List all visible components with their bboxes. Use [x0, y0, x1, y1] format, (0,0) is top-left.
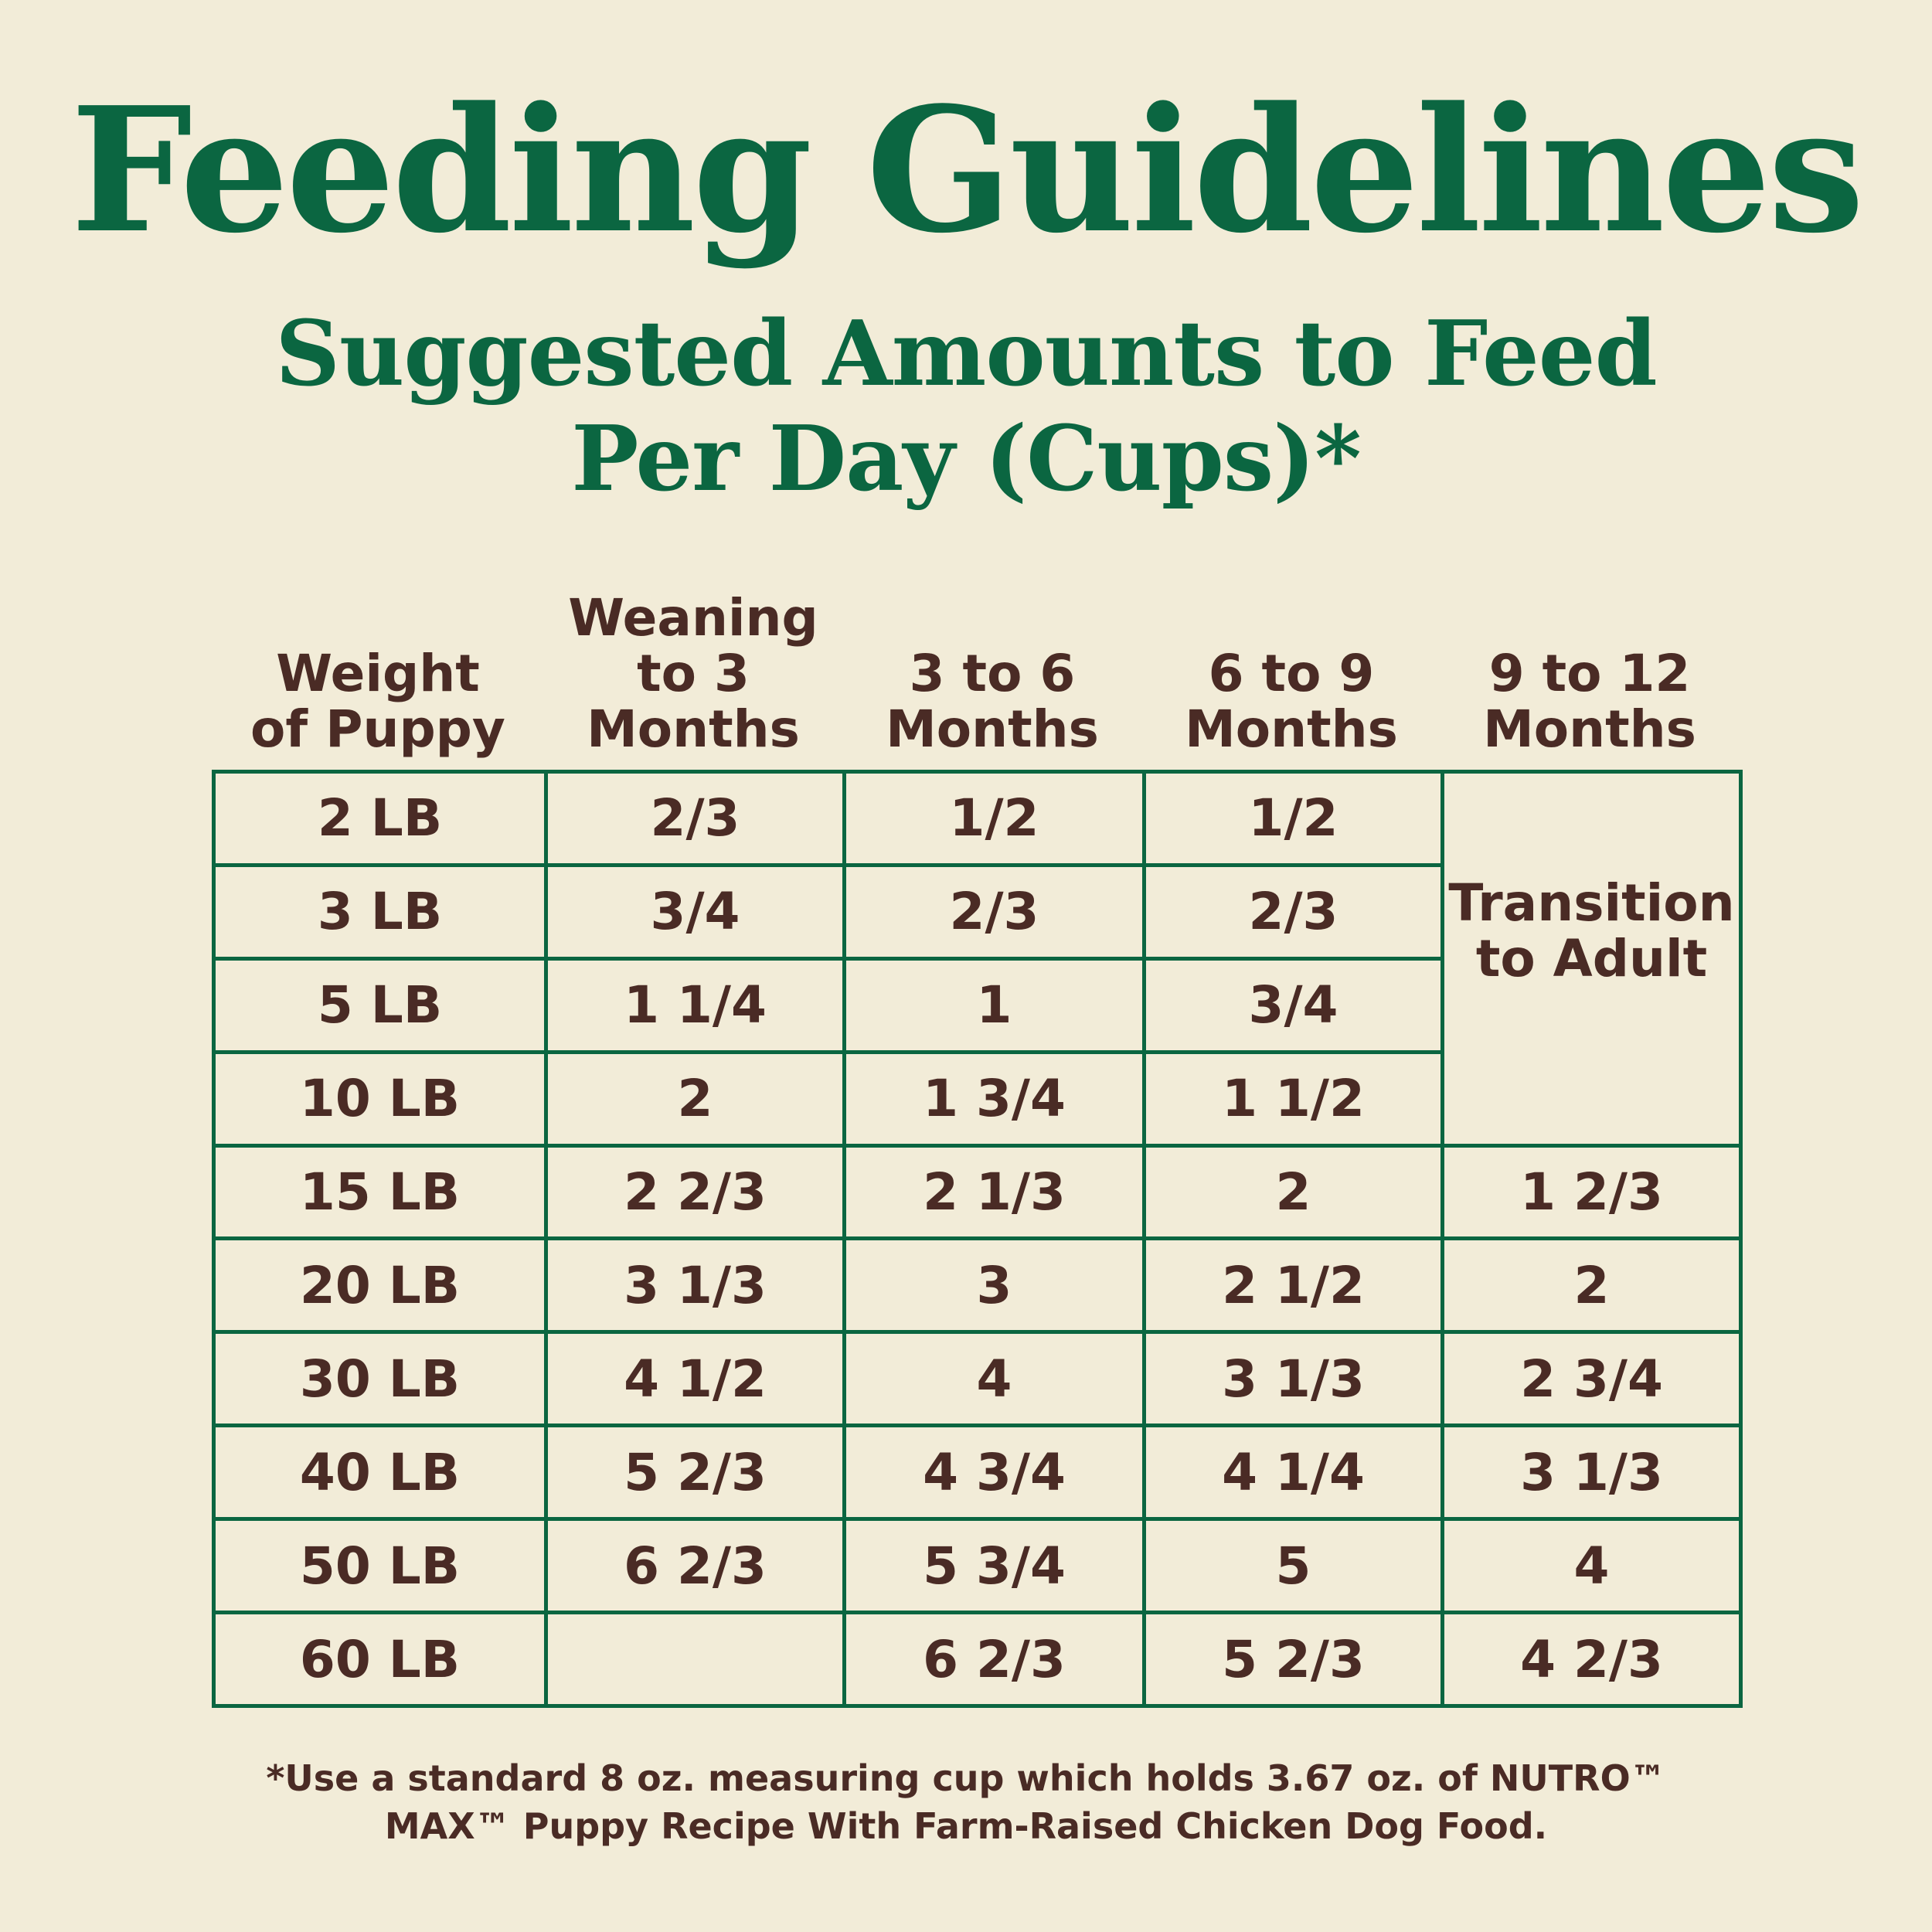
weight-cell: 2 LB [212, 770, 548, 867]
table-row: 30 LB 4 1/2 4 3 1/3 2 3/4 [212, 1330, 1743, 1428]
6-to-9-cell: 3 1/3 [1142, 1330, 1444, 1428]
weaning-cell: 2 [544, 1049, 846, 1148]
3-to-6-cell: 1 3/4 [842, 1049, 1146, 1148]
3-to-6-cell: 1/2 [842, 770, 1146, 867]
weight-cell: 5 LB [212, 956, 548, 1054]
3-to-6-cell: 5 3/4 [842, 1517, 1146, 1615]
weaning-cell: 4 1/2 [544, 1330, 846, 1428]
subtitle-line-2: Per Day (Cups)* [571, 406, 1361, 512]
weaning-cell: 5 2/3 [544, 1423, 846, 1522]
page-subtitle: Suggested Amounts to Feed Per Day (Cups)… [0, 301, 1932, 512]
6-to-9-cell: 1 1/2 [1142, 1049, 1444, 1148]
weight-cell: 20 LB [212, 1236, 548, 1335]
weaning-cell: 3 1/3 [544, 1236, 846, 1335]
footnote: *Use a standard 8 oz. measuring cup whic… [0, 1754, 1932, 1850]
table-row: 2 LB 2/3 1/2 1/2 Transition to Adult [212, 770, 1743, 1148]
9-to-12-cell: 4 [1440, 1517, 1743, 1615]
weaning-cell: 2 2/3 [544, 1143, 846, 1241]
9-to-12-cell: 2 [1440, 1236, 1743, 1335]
header-9-to-12-months: 9 to 12 Months [1483, 644, 1696, 759]
6-to-9-cell: 2 [1142, 1143, 1444, 1241]
weight-cell: 40 LB [212, 1423, 548, 1522]
3-to-6-cell: 4 [842, 1330, 1146, 1428]
weight-cell: 10 LB [212, 1049, 548, 1148]
weight-cell: 3 LB [212, 862, 548, 961]
3-to-6-cell: 2/3 [842, 862, 1146, 961]
table-row: 50 LB 6 2/3 5 3/4 5 4 [212, 1517, 1743, 1615]
9-to-12-cell: 3 1/3 [1440, 1423, 1743, 1522]
feeding-table: 2 LB 2/3 1/2 1/2 Transition to Adult 3 L… [212, 770, 1743, 1708]
transition-to-adult-cell: Transition to Adult [1440, 770, 1743, 1148]
6-to-9-cell: 5 [1142, 1517, 1444, 1615]
table-row: 10 LB 2 1 3/4 1 1/2 [212, 1049, 1741, 1148]
table-row: 20 LB 3 1/3 3 2 1/2 2 [212, 1236, 1743, 1335]
9-to-12-cell: 2 3/4 [1440, 1330, 1743, 1428]
header-weight: Weight of Puppy [250, 644, 505, 759]
footnote-line-1: *Use a standard 8 oz. measuring cup whic… [266, 1757, 1666, 1799]
table-row: 40 LB 5 2/3 4 3/4 4 1/4 3 1/3 [212, 1423, 1743, 1522]
3-to-6-cell: 1 [842, 956, 1146, 1054]
3-to-6-cell: 4 3/4 [842, 1423, 1146, 1522]
6-to-9-cell: 1/2 [1142, 770, 1444, 867]
weight-cell: 60 LB [212, 1611, 548, 1708]
9-to-12-cell: 1 2/3 [1440, 1143, 1743, 1241]
page-title: Feeding Guidelines [70, 70, 1865, 271]
weaning-cell [544, 1611, 846, 1708]
header-6-to-9-months: 6 to 9 Months [1185, 644, 1398, 759]
6-to-9-cell: 4 1/4 [1142, 1423, 1444, 1522]
table-row: 60 LB 6 2/3 5 2/3 4 2/3 [212, 1611, 1743, 1708]
header-weaning-to-3-months: Weaning to 3 Months [568, 588, 818, 759]
6-to-9-cell: 2/3 [1142, 862, 1444, 961]
weaning-cell: 3/4 [544, 862, 846, 961]
weight-cell: 15 LB [212, 1143, 548, 1241]
3-to-6-cell: 3 [842, 1236, 1146, 1335]
table-row: 5 LB 1 1/4 1 3/4 [212, 956, 1741, 1054]
6-to-9-cell: 3/4 [1142, 956, 1444, 1054]
column-headers: Weight of Puppy Weaning to 3 Months 3 to… [212, 580, 1739, 765]
weight-cell: 50 LB [212, 1517, 548, 1615]
6-to-9-cell: 2 1/2 [1142, 1236, 1444, 1335]
subtitle-line-1: Suggested Amounts to Feed [275, 301, 1657, 406]
header-3-to-6-months: 3 to 6 Months [886, 644, 1099, 759]
3-to-6-cell: 6 2/3 [842, 1611, 1146, 1708]
weaning-cell: 6 2/3 [544, 1517, 846, 1615]
weaning-cell: 2/3 [544, 770, 846, 867]
table-row: 15 LB 2 2/3 2 1/3 2 1 2/3 [212, 1143, 1743, 1241]
table-row: 3 LB 3/4 2/3 2/3 [212, 862, 1741, 961]
weight-cell: 30 LB [212, 1330, 548, 1428]
weaning-cell: 1 1/4 [544, 956, 846, 1054]
9-to-12-cell: 4 2/3 [1440, 1611, 1743, 1708]
3-to-6-cell: 2 1/3 [842, 1143, 1146, 1241]
footnote-line-2: MAX™ Puppy Recipe With Farm-Raised Chick… [384, 1805, 1548, 1847]
6-to-9-cell: 5 2/3 [1142, 1611, 1444, 1708]
